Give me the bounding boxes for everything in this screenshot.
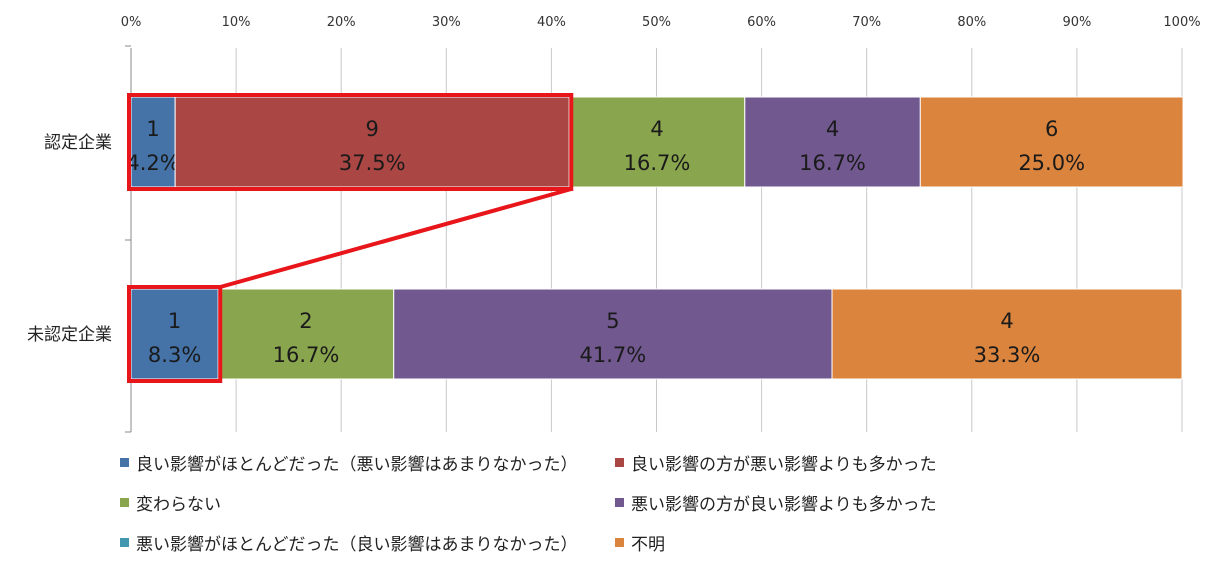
bar-segment: [568, 96, 746, 188]
bar-segment: [919, 96, 1184, 188]
segment-count-label: 6: [1045, 117, 1058, 141]
category-label: 認定企業: [44, 133, 112, 153]
legend-swatch: [615, 538, 624, 547]
bar-segment: [130, 96, 176, 188]
segment-percent-label: 16.7%: [624, 151, 691, 175]
segment-percent-label: 16.7%: [799, 151, 866, 175]
legend-label: 変わらない: [136, 495, 221, 515]
legend-label: 良い影響がほとんどだった（悪い影響はあまりなかった）: [136, 455, 578, 475]
legend-item: 悪い影響の方が良い影響よりも多かった: [615, 490, 937, 515]
highlight-box: [127, 285, 223, 383]
segment-percent-label: 25.0%: [1018, 151, 1085, 175]
segment-count-label: 1: [146, 117, 159, 141]
segment-count-label: 2: [299, 309, 312, 333]
x-tick-label: 10%: [222, 15, 251, 30]
x-tick-label: 20%: [327, 15, 356, 30]
legend-label: 悪い影響の方が良い影響よりも多かった: [631, 495, 937, 515]
legend-swatch: [615, 458, 624, 467]
legend-swatch: [120, 458, 129, 467]
segment-count-label: 4: [826, 117, 839, 141]
segment-count-label: 4: [1000, 309, 1013, 333]
bar-segment: [130, 288, 219, 380]
legend-swatch: [120, 498, 129, 507]
segment-count-label: 4: [650, 117, 663, 141]
x-tick-label: 70%: [852, 15, 881, 30]
segment-count-label: 9: [366, 117, 379, 141]
legend-label: 不明: [631, 535, 665, 555]
segment-percent-label: 8.3%: [148, 343, 201, 367]
stacked-bar-chart: 0% 10% 20% 30% 40% 50% 60% 70% 80% 90% 100% 認定企業未認定…: [27, 15, 1201, 433]
category-label: 未認定企業: [27, 325, 112, 345]
highlight-connector: [219, 187, 572, 289]
x-tick-label: 100%: [1163, 15, 1200, 30]
x-tick-label: 40%: [537, 15, 566, 30]
bar-segment: [831, 288, 1183, 380]
highlight-box: [127, 93, 574, 191]
x-tick-label: 0%: [121, 15, 142, 30]
x-tick-label: 30%: [432, 15, 461, 30]
segment-percent-label: 37.5%: [339, 151, 406, 175]
bar-segment: [217, 288, 395, 380]
legend-item: 良い影響がほとんどだった（悪い影響はあまりなかった）: [120, 450, 578, 475]
legend-swatch: [615, 498, 624, 507]
legend-item: 不明: [615, 530, 665, 555]
x-tick-label: 80%: [957, 15, 986, 30]
x-tick-label: 50%: [642, 15, 671, 30]
legend-swatch: [120, 538, 129, 547]
segment-percent-label: 41.7%: [580, 343, 647, 367]
segment-percent-label: 16.7%: [273, 343, 340, 367]
segment-percent-label: 4.2%: [126, 151, 179, 175]
segment-percent-label: 33.3%: [974, 343, 1041, 367]
bar-segment: [744, 96, 921, 188]
legend-label: 悪い影響がほとんどだった（良い影響はあまりなかった）: [136, 535, 578, 555]
segment-count-label: 5: [606, 309, 619, 333]
legend-item: 悪い影響がほとんどだった（良い影響はあまりなかった）: [120, 530, 578, 555]
bar-segment: [393, 288, 833, 380]
x-tick-label: 60%: [747, 15, 776, 30]
legend-item: 良い影響の方が悪い影響よりも多かった: [615, 450, 937, 475]
x-tick-label: 90%: [1062, 15, 1091, 30]
legend-label: 良い影響の方が悪い影響よりも多かった: [631, 455, 937, 475]
legend-item: 変わらない: [120, 490, 221, 515]
segment-count-label: 1: [168, 309, 181, 333]
